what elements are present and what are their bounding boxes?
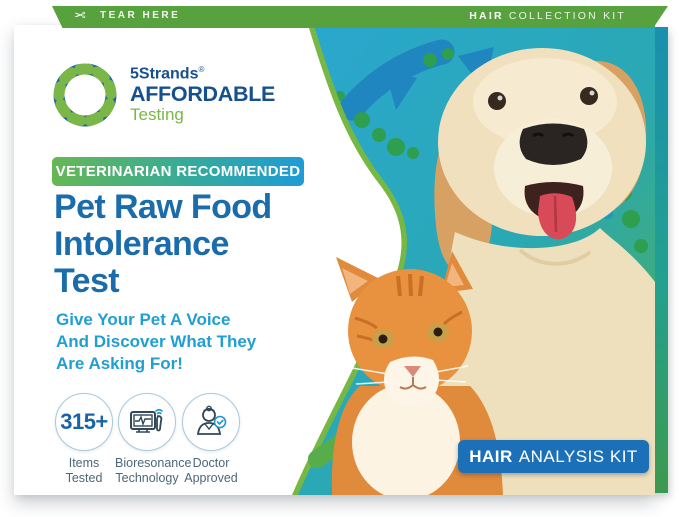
badge-label: Bioresonance Technology <box>115 456 192 485</box>
brand-affordable: AFFORDABLE <box>130 82 276 107</box>
dna-ring-logo-icon <box>53 63 117 127</box>
badge-label: Items Tested <box>65 456 103 485</box>
white-content-panel <box>14 25 402 495</box>
tagline-line-2: And Discover What They <box>56 332 257 351</box>
badge-doctor-approved: Doctor Approved <box>179 393 243 486</box>
brand-name: 5Strands <box>130 65 199 83</box>
brand-testing: Testing <box>130 104 184 124</box>
bioresonance-machine-icon <box>118 393 176 451</box>
badge-label: Doctor Approved <box>184 456 238 485</box>
doctor-check-icon <box>182 393 240 451</box>
tear-strip: ✂ TEAR HERE HAIR COLLECTION KIT <box>52 6 668 28</box>
brand-logo-text: 5Strands® AFFORDABLE Testing <box>130 66 275 124</box>
title-line-2: Intolerance <box>54 225 229 263</box>
box-right-side-edge <box>655 27 668 493</box>
hair-analysis-kit-badge: HAIR ANALYSIS KIT <box>458 440 649 473</box>
badge-items-tested: 315+ Items Tested <box>52 393 116 486</box>
kit-badge-label: HAIR ANALYSIS KIT <box>469 446 638 466</box>
tear-here-label: TEAR HERE <box>100 10 181 21</box>
title-line-3: Test <box>54 262 120 300</box>
hair-collection-kit-label: HAIR COLLECTION KIT <box>469 10 626 22</box>
scissors-icon: ✂ <box>74 7 86 23</box>
brand-logo: 5Strands® AFFORDABLE Testing <box>52 62 275 128</box>
registered-mark: ® <box>198 65 205 75</box>
product-tagline: Give Your Pet A Voice And Discover What … <box>56 309 256 375</box>
banner-label: VETERINARIAN RECOMMENDED <box>55 163 301 180</box>
veterinarian-recommended-banner: VETERINARIAN RECOMMENDED <box>52 157 304 186</box>
badge-bioresonance: Bioresonance Technology <box>115 393 192 486</box>
tagline-line-1: Give Your Pet A Voice <box>56 310 231 329</box>
box-artwork <box>14 25 655 495</box>
315-plus-count: 315+ <box>55 393 113 451</box>
tagline-line-3: Are Asking For! <box>56 354 183 373</box>
product-title: Pet Raw Food Intolerance Test <box>54 189 272 300</box>
title-line-1: Pet Raw Food <box>54 188 272 226</box>
